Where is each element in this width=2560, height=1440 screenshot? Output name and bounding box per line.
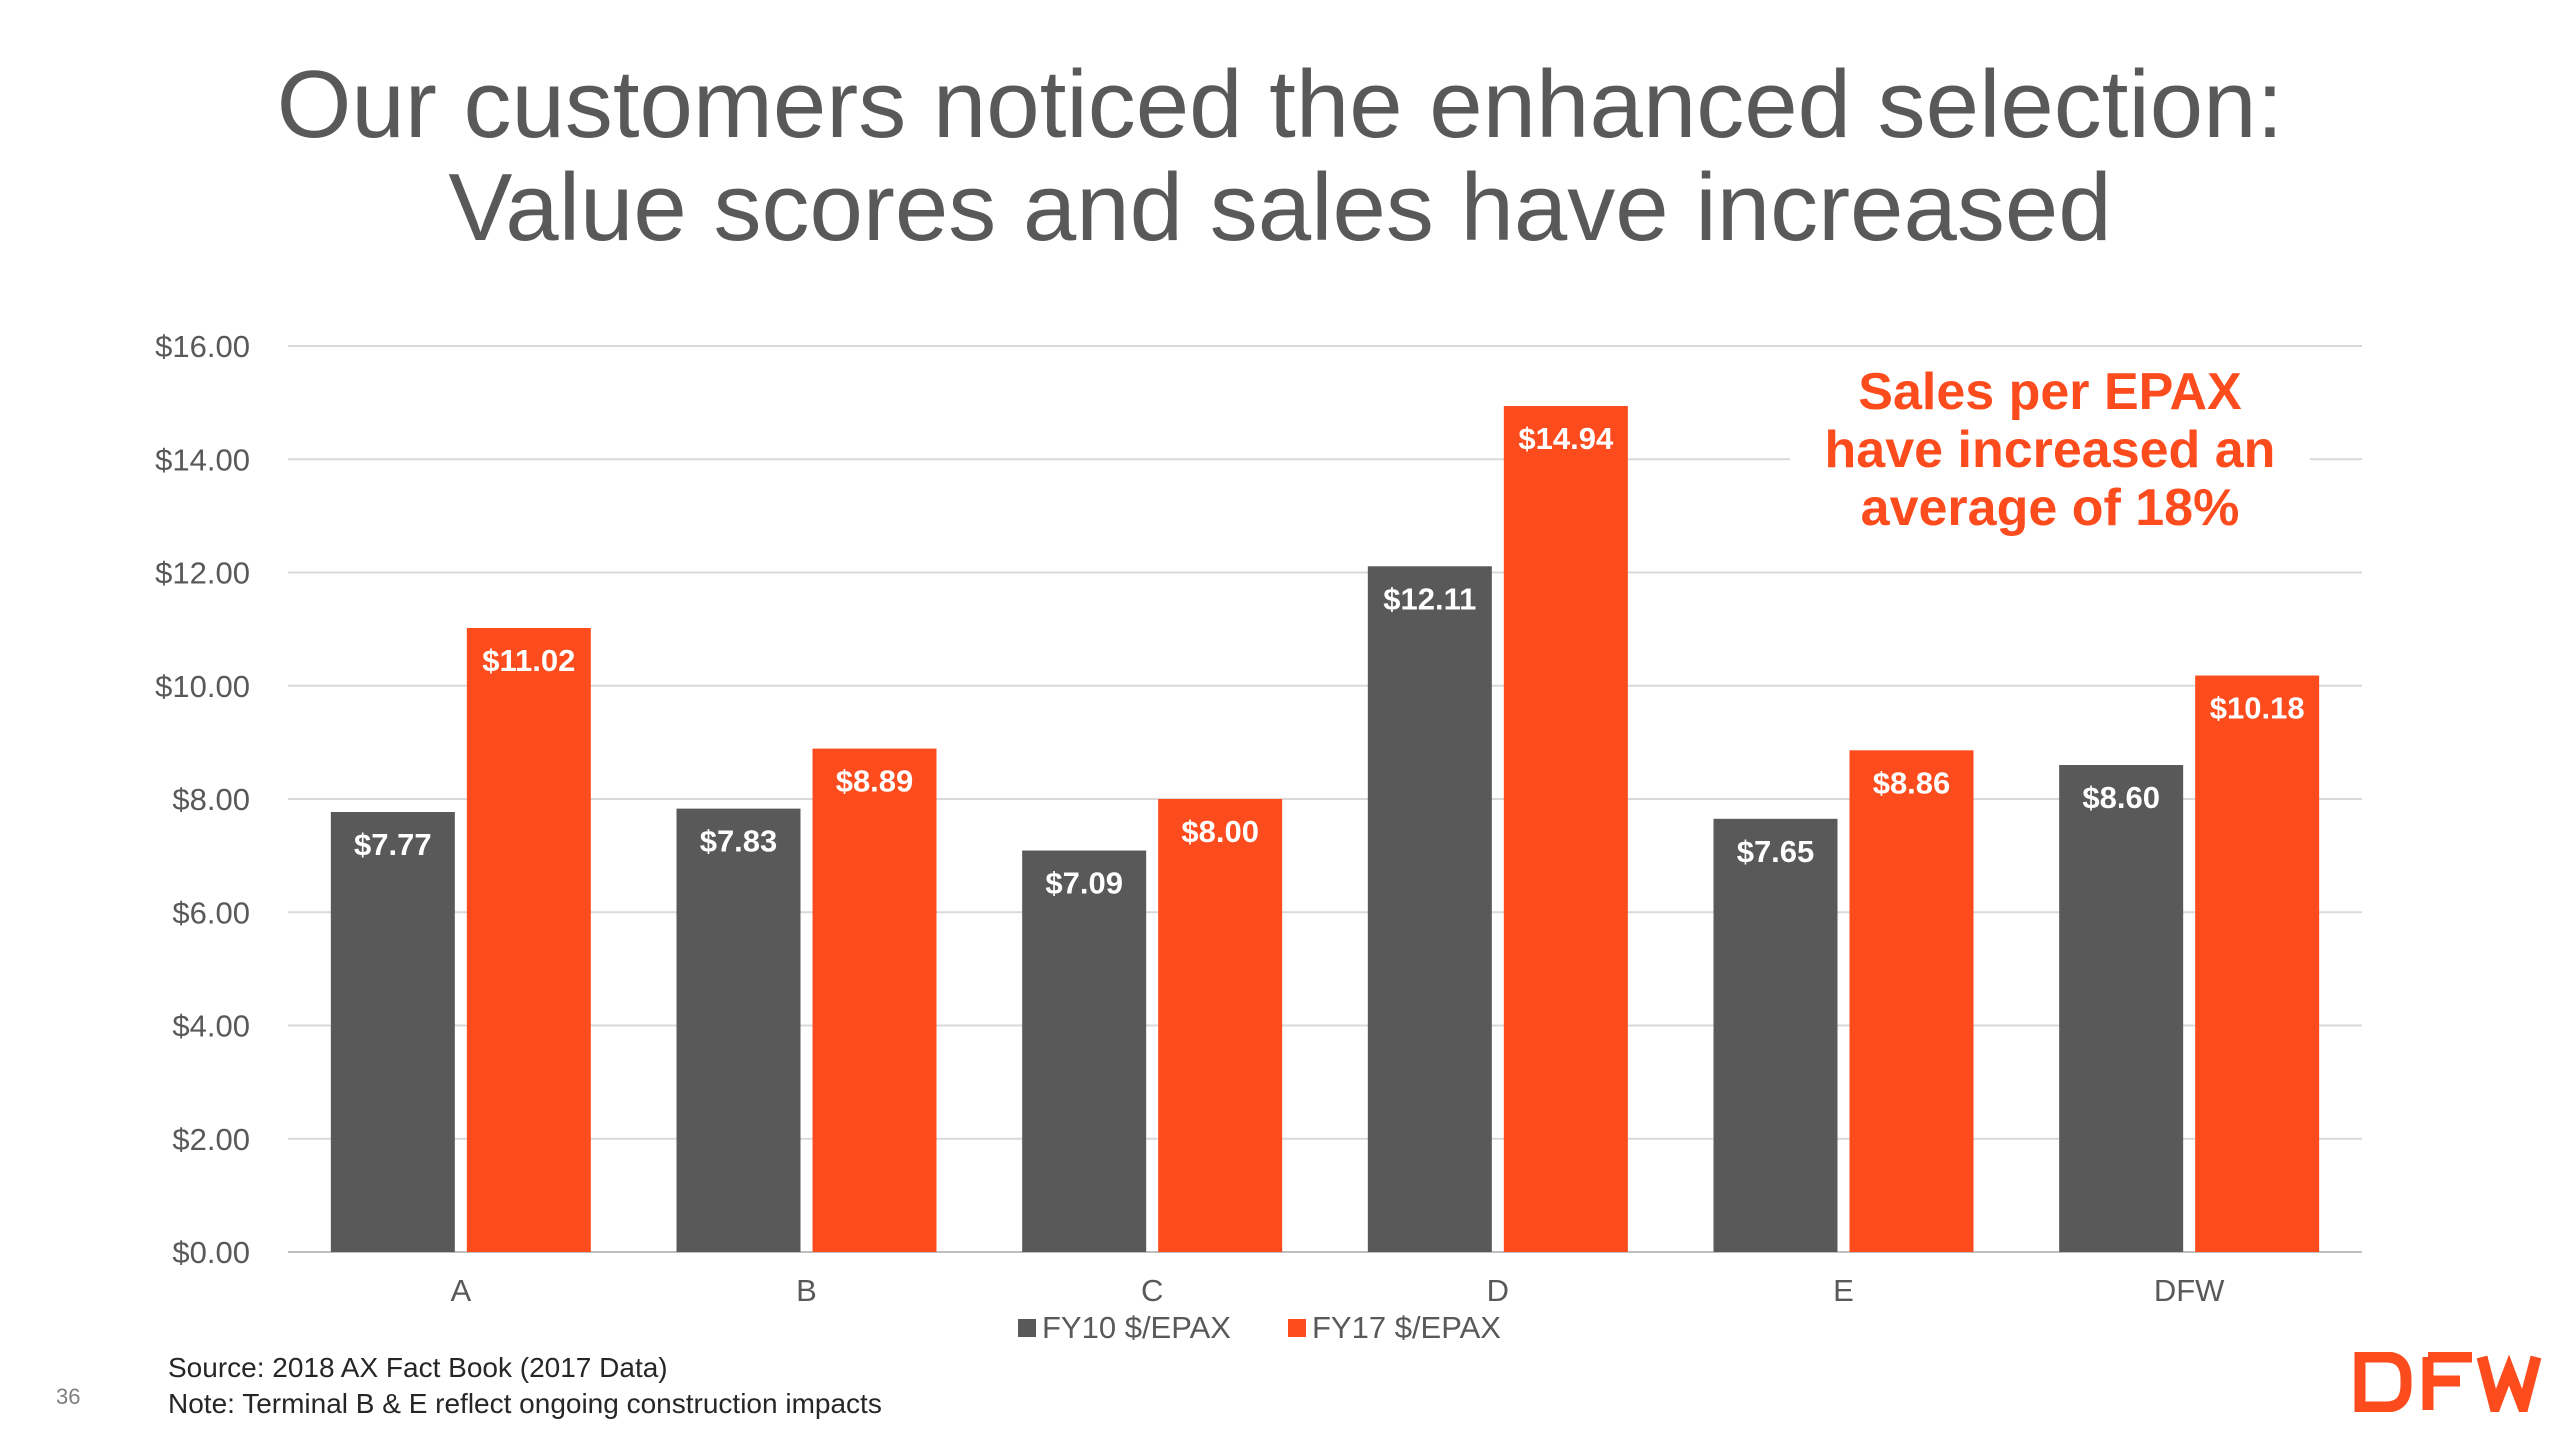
source-note: Source: 2018 AX Fact Book (2017 Data): [168, 1352, 668, 1383]
y-tick-label: $8.00: [172, 782, 250, 817]
y-tick-label: $12.00: [155, 556, 250, 591]
bar-fy17: [812, 748, 937, 1252]
data-label: $14.94: [1518, 421, 1614, 456]
x-category-label: DFW: [2154, 1273, 2225, 1308]
y-tick-label: $4.00: [172, 1009, 250, 1044]
bar-fy10: [1713, 818, 1838, 1252]
bar-fy17: [1849, 750, 1974, 1252]
y-tick-label: $0.00: [172, 1235, 250, 1270]
page-number: 36: [56, 1384, 81, 1409]
y-tick-label: $2.00: [172, 1122, 250, 1157]
slide-title-line-2: Value scores and sales have increased: [448, 154, 2112, 261]
legend-swatch-fy10: [1018, 1319, 1036, 1337]
bar-fy17: [2195, 675, 2320, 1252]
data-label: $8.86: [1873, 765, 1951, 800]
x-category-label: A: [450, 1273, 471, 1308]
y-tick-label: $10.00: [155, 669, 250, 704]
legend-label-fy17: FY17 $/EPAX: [1312, 1310, 1501, 1345]
bar-fy17: [1158, 799, 1283, 1252]
x-category-label: E: [1833, 1273, 1854, 1308]
data-label: $8.89: [836, 764, 914, 799]
data-label: $8.00: [1181, 814, 1259, 849]
callout-line-3: average of 18%: [1790, 479, 2310, 538]
data-label: $7.65: [1737, 834, 1815, 869]
legend-swatch-fy17: [1288, 1319, 1306, 1337]
y-tick-label: $6.00: [172, 895, 250, 930]
y-tick-label: $16.00: [155, 329, 250, 364]
bar-fy10: [2059, 765, 2184, 1252]
x-category-label: B: [796, 1273, 817, 1308]
terminal-note: Note: Terminal B & E reflect ongoing con…: [168, 1388, 882, 1419]
bar-fy10: [1022, 850, 1147, 1252]
bar-fy10: [1367, 566, 1492, 1252]
legend-label-fy10: FY10 $/EPAX: [1042, 1310, 1231, 1345]
y-tick-label: $14.00: [155, 442, 250, 477]
x-category-label: D: [1487, 1273, 1509, 1308]
slide-title-line-1: Our customers noticed the enhanced selec…: [276, 51, 2284, 158]
x-category-label: C: [1141, 1273, 1163, 1308]
dfw-logo: [2354, 1352, 2542, 1412]
data-label: $7.09: [1045, 866, 1123, 901]
bar-fy10: [676, 808, 801, 1252]
callout-line-2: have increased an: [1790, 421, 2310, 480]
data-label: $7.77: [354, 827, 432, 862]
bar-fy17: [466, 627, 591, 1252]
bar-fy10: [330, 812, 455, 1252]
data-label: $12.11: [1383, 581, 1476, 616]
data-label: $10.18: [2210, 691, 2305, 726]
data-label: $8.60: [2082, 780, 2160, 815]
bar-fy17: [1503, 406, 1628, 1253]
data-label: $7.83: [700, 824, 778, 859]
callout-line-1: Sales per EPAX: [1790, 363, 2310, 422]
data-label: $11.02: [482, 643, 575, 678]
